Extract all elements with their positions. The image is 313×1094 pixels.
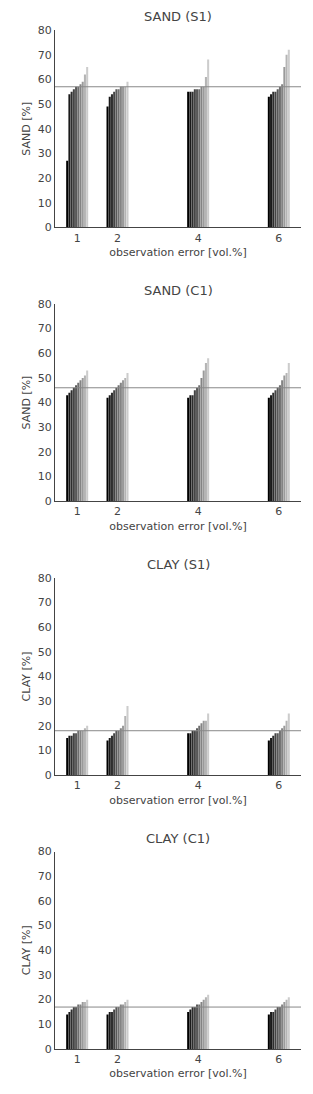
svg-text:observation error [vol.%]: observation error [vol.%] <box>109 246 247 259</box>
svg-text:20: 20 <box>38 446 52 459</box>
svg-text:40: 40 <box>38 123 52 136</box>
svg-text:30: 30 <box>38 147 52 160</box>
svg-text:60: 60 <box>38 895 52 908</box>
svg-text:30: 30 <box>38 969 52 982</box>
svg-text:4: 4 <box>195 232 202 245</box>
svg-text:40: 40 <box>38 944 52 957</box>
svg-text:40: 40 <box>38 670 52 683</box>
svg-text:0: 0 <box>45 221 52 234</box>
svg-text:80: 80 <box>38 845 52 858</box>
svg-text:40: 40 <box>38 396 52 409</box>
svg-text:50: 50 <box>38 98 52 111</box>
svg-text:1: 1 <box>74 779 81 792</box>
svg-text:10: 10 <box>38 470 52 483</box>
svg-text:CLAY [%]: CLAY [%] <box>20 651 33 701</box>
svg-text:80: 80 <box>38 298 52 311</box>
svg-text:SAND (C1): SAND (C1) <box>144 283 213 298</box>
svg-text:80: 80 <box>38 572 52 585</box>
svg-text:CLAY (S1): CLAY (S1) <box>147 557 210 572</box>
svg-text:70: 70 <box>38 49 52 62</box>
svg-text:10: 10 <box>38 1018 52 1031</box>
svg-text:70: 70 <box>38 322 52 335</box>
svg-text:CLAY (C1): CLAY (C1) <box>146 831 210 846</box>
svg-text:0: 0 <box>45 1043 52 1056</box>
svg-text:observation error [vol.%]: observation error [vol.%] <box>109 1067 247 1080</box>
svg-text:SAND [%]: SAND [%] <box>20 102 33 156</box>
svg-text:2: 2 <box>114 1053 121 1066</box>
svg-text:60: 60 <box>38 73 52 86</box>
svg-text:2: 2 <box>114 779 121 792</box>
svg-text:20: 20 <box>38 720 52 733</box>
svg-text:50: 50 <box>38 372 52 385</box>
svg-text:6: 6 <box>275 232 282 245</box>
svg-text:60: 60 <box>38 347 52 360</box>
svg-text:4: 4 <box>195 505 202 518</box>
svg-text:1: 1 <box>74 232 81 245</box>
svg-text:80: 80 <box>38 24 52 37</box>
svg-text:60: 60 <box>38 621 52 634</box>
svg-text:20: 20 <box>38 993 52 1006</box>
svg-text:70: 70 <box>38 870 52 883</box>
svg-text:30: 30 <box>38 421 52 434</box>
svg-text:6: 6 <box>275 779 282 792</box>
svg-text:SAND [%]: SAND [%] <box>20 376 33 430</box>
svg-text:4: 4 <box>195 1053 202 1066</box>
svg-text:4: 4 <box>195 779 202 792</box>
svg-text:50: 50 <box>38 646 52 659</box>
svg-text:10: 10 <box>38 197 52 210</box>
svg-text:CLAY [%]: CLAY [%] <box>20 925 33 975</box>
svg-text:6: 6 <box>275 1053 282 1066</box>
svg-text:SAND (S1): SAND (S1) <box>144 9 212 24</box>
svg-text:observation error [vol.%]: observation error [vol.%] <box>109 794 247 807</box>
svg-text:2: 2 <box>114 505 121 518</box>
svg-text:0: 0 <box>45 769 52 782</box>
svg-text:1: 1 <box>74 505 81 518</box>
svg-text:observation error [vol.%]: observation error [vol.%] <box>109 520 247 533</box>
svg-text:1: 1 <box>74 1053 81 1066</box>
svg-text:20: 20 <box>38 172 52 185</box>
svg-text:70: 70 <box>38 596 52 609</box>
svg-text:50: 50 <box>38 919 52 932</box>
svg-text:2: 2 <box>114 232 121 245</box>
svg-text:10: 10 <box>38 744 52 757</box>
svg-text:6: 6 <box>275 505 282 518</box>
svg-text:0: 0 <box>45 495 52 508</box>
svg-text:30: 30 <box>38 695 52 708</box>
